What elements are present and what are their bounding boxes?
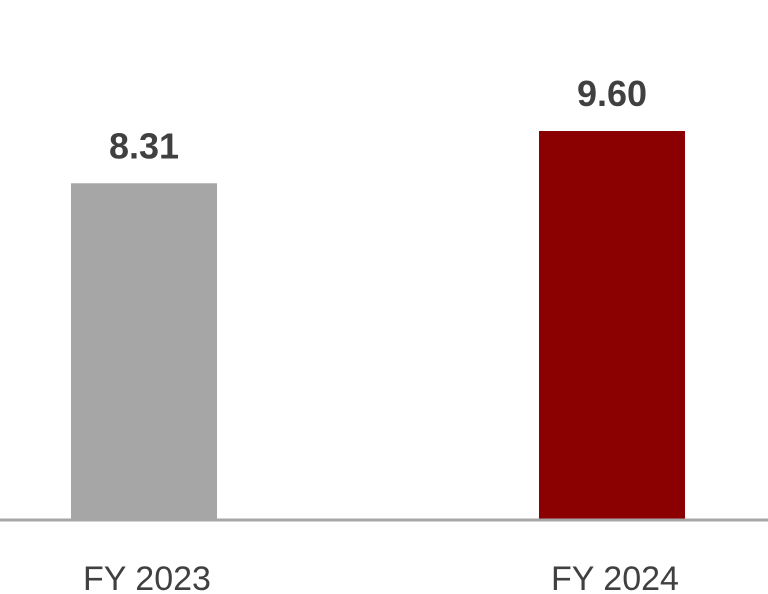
bar-fy-2024 <box>539 131 685 520</box>
category-label-fy-2023: FY 2023 <box>83 560 211 594</box>
value-labels-layer: 8.31 9.60 <box>109 73 647 166</box>
category-label-fy-2024: FY 2024 <box>551 560 679 594</box>
bar-fy-2023 <box>71 183 217 520</box>
category-labels-layer: FY 2023 FY 2024 <box>83 560 679 594</box>
data-label-fy-2024: 9.60 <box>577 73 647 114</box>
bars-layer <box>71 131 685 520</box>
data-label-fy-2023: 8.31 <box>109 125 179 166</box>
